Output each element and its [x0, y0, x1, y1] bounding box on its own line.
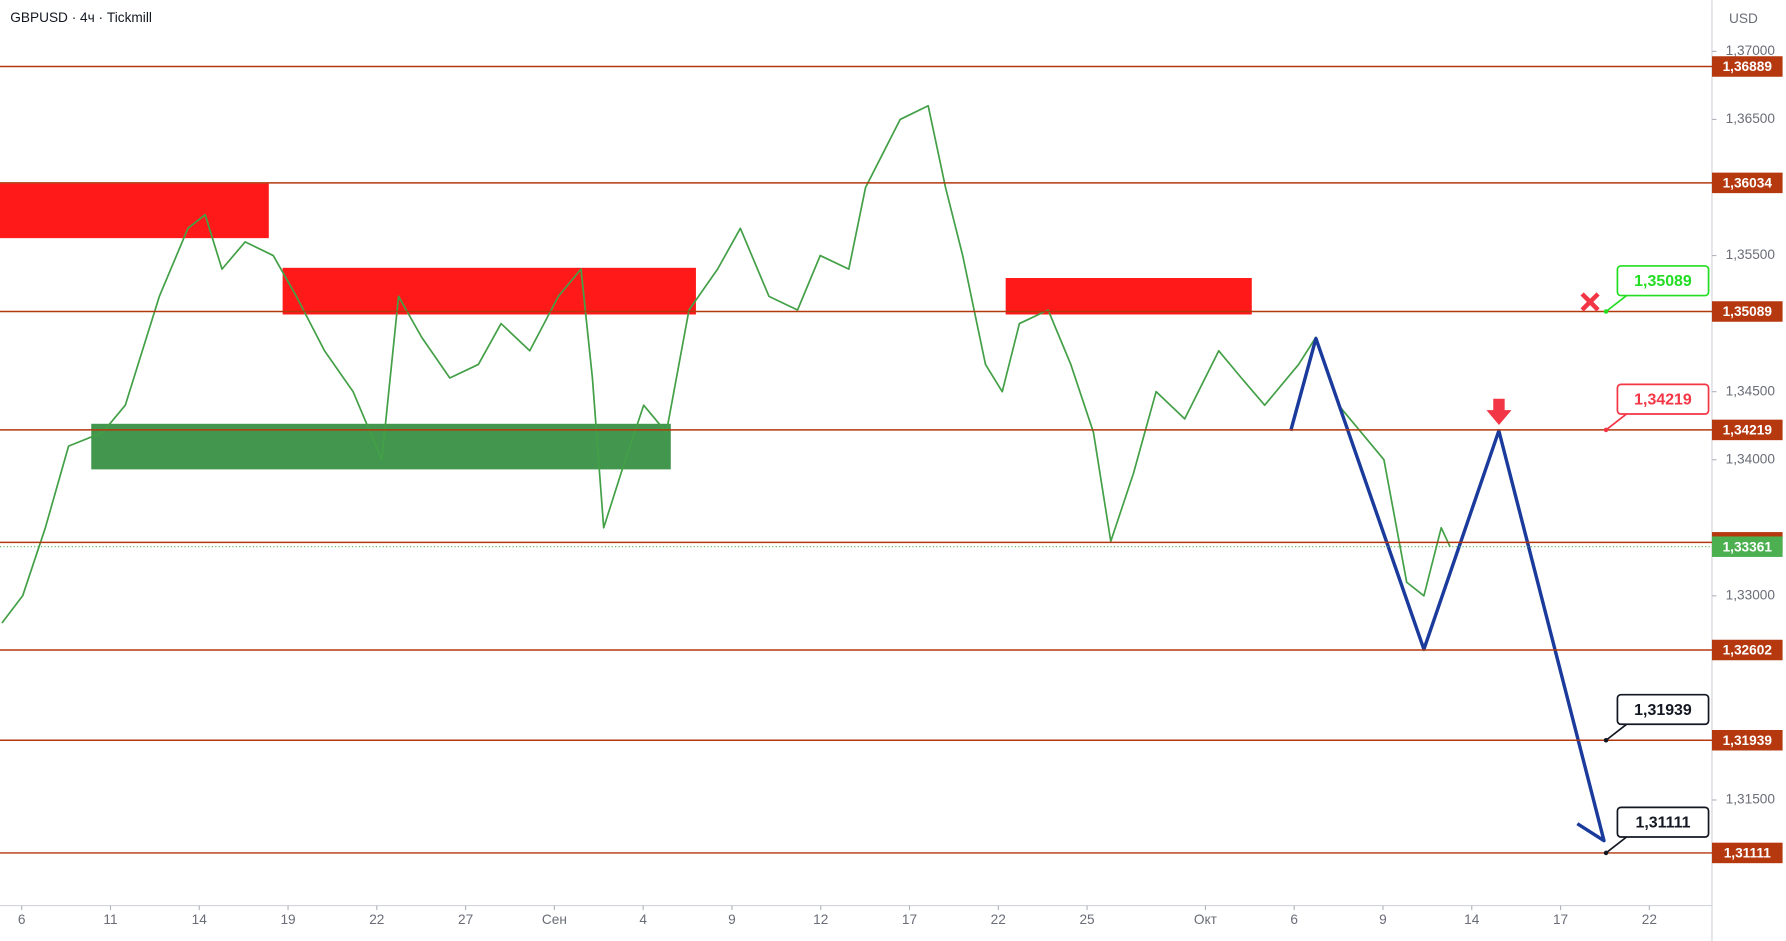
x-tick-label: Окт — [1194, 912, 1218, 927]
x-tick-label: 19 — [280, 912, 295, 927]
y-tick-label: 1,37000 — [1726, 43, 1776, 58]
callout-dot — [1603, 737, 1609, 743]
callout-box — [1616, 265, 1710, 297]
level-tag — [1711, 842, 1783, 864]
callout-pointer — [1605, 294, 1628, 313]
x-tick-label: 9 — [1379, 912, 1387, 927]
x-tick-label: 22 — [1642, 912, 1657, 927]
callout-pointer — [1605, 836, 1628, 854]
level-tag — [1711, 301, 1783, 322]
x-tick-label: 14 — [192, 912, 208, 927]
x-tick-label: 6 — [18, 912, 26, 927]
x-tick-label: 11 — [103, 912, 117, 927]
level-tag — [1711, 56, 1783, 77]
level-tag — [1711, 419, 1783, 441]
level-label: 1,36034 — [1723, 176, 1773, 191]
x-tick-label: 27 — [458, 912, 473, 927]
plot: 1,37000 1,36500 1,35500 1,34500 1,34000 1,330… — [0, 43, 1783, 927]
callout-label: 1,31111 — [1635, 815, 1690, 832]
y-tick-label: 1,31500 — [1726, 792, 1776, 807]
x-tick-label: 25 — [1079, 912, 1095, 927]
level-label: 1,36889 — [1723, 59, 1773, 74]
callout-dot — [1603, 309, 1609, 314]
x-tick-label: 6 — [1290, 912, 1298, 927]
level-label: 1,35089 — [1723, 304, 1773, 319]
chart-title: GBPUSD · 4ч · Tickmill — [10, 10, 152, 25]
projection-line — [1289, 336, 1606, 843]
x-tick-label: 14 — [1464, 912, 1480, 927]
zone — [1005, 278, 1252, 315]
currency-label: USD — [1729, 11, 1758, 26]
level-tag — [1711, 639, 1783, 661]
y-tick-label: 1,34000 — [1726, 451, 1776, 466]
level-label: 1,31111 — [1724, 846, 1772, 861]
y-tick-label: 1,33000 — [1726, 587, 1776, 602]
level-tag — [1711, 172, 1783, 194]
y-tick-label: 1,36500 — [1726, 111, 1776, 126]
cancel-marker — [1580, 292, 1600, 312]
y-tick-label: 1,35500 — [1726, 247, 1776, 262]
callout-box — [1616, 806, 1710, 838]
level-label: 1,32602 — [1723, 643, 1773, 658]
x-tick-label: 9 — [728, 912, 736, 927]
x-tick-label: 17 — [902, 912, 917, 927]
callout-box — [1616, 693, 1710, 726]
level-tag — [1711, 729, 1783, 751]
last-price-tag — [1711, 536, 1783, 557]
callout-label: 1,31939 — [1634, 702, 1692, 719]
zone — [0, 183, 269, 239]
callout-pointer — [1605, 723, 1628, 741]
callout-box — [1616, 383, 1710, 415]
x-tick-label: 17 — [1553, 912, 1568, 927]
zone — [282, 267, 696, 315]
callout-label: 1,35089 — [1634, 273, 1692, 290]
last-price-label: 1,33361 — [1723, 539, 1773, 554]
entry-arrow — [1486, 398, 1512, 425]
zone — [91, 423, 671, 470]
price-line — [1, 104, 1451, 624]
callout-dot — [1603, 850, 1609, 856]
x-tick-label: 4 — [639, 912, 647, 927]
x-tick-label: 12 — [813, 912, 828, 927]
level-label: 1,31939 — [1723, 733, 1773, 748]
y-tick-label: 1,34500 — [1726, 383, 1776, 398]
callout-pointer — [1605, 413, 1628, 431]
x-tick-label: 22 — [369, 912, 384, 927]
level-label: 1,34219 — [1723, 423, 1773, 438]
callout-dot — [1603, 427, 1609, 433]
x-tick-label: Сен — [542, 912, 567, 927]
callout-label: 1,34219 — [1634, 391, 1692, 408]
x-tick-label: 22 — [991, 912, 1006, 927]
